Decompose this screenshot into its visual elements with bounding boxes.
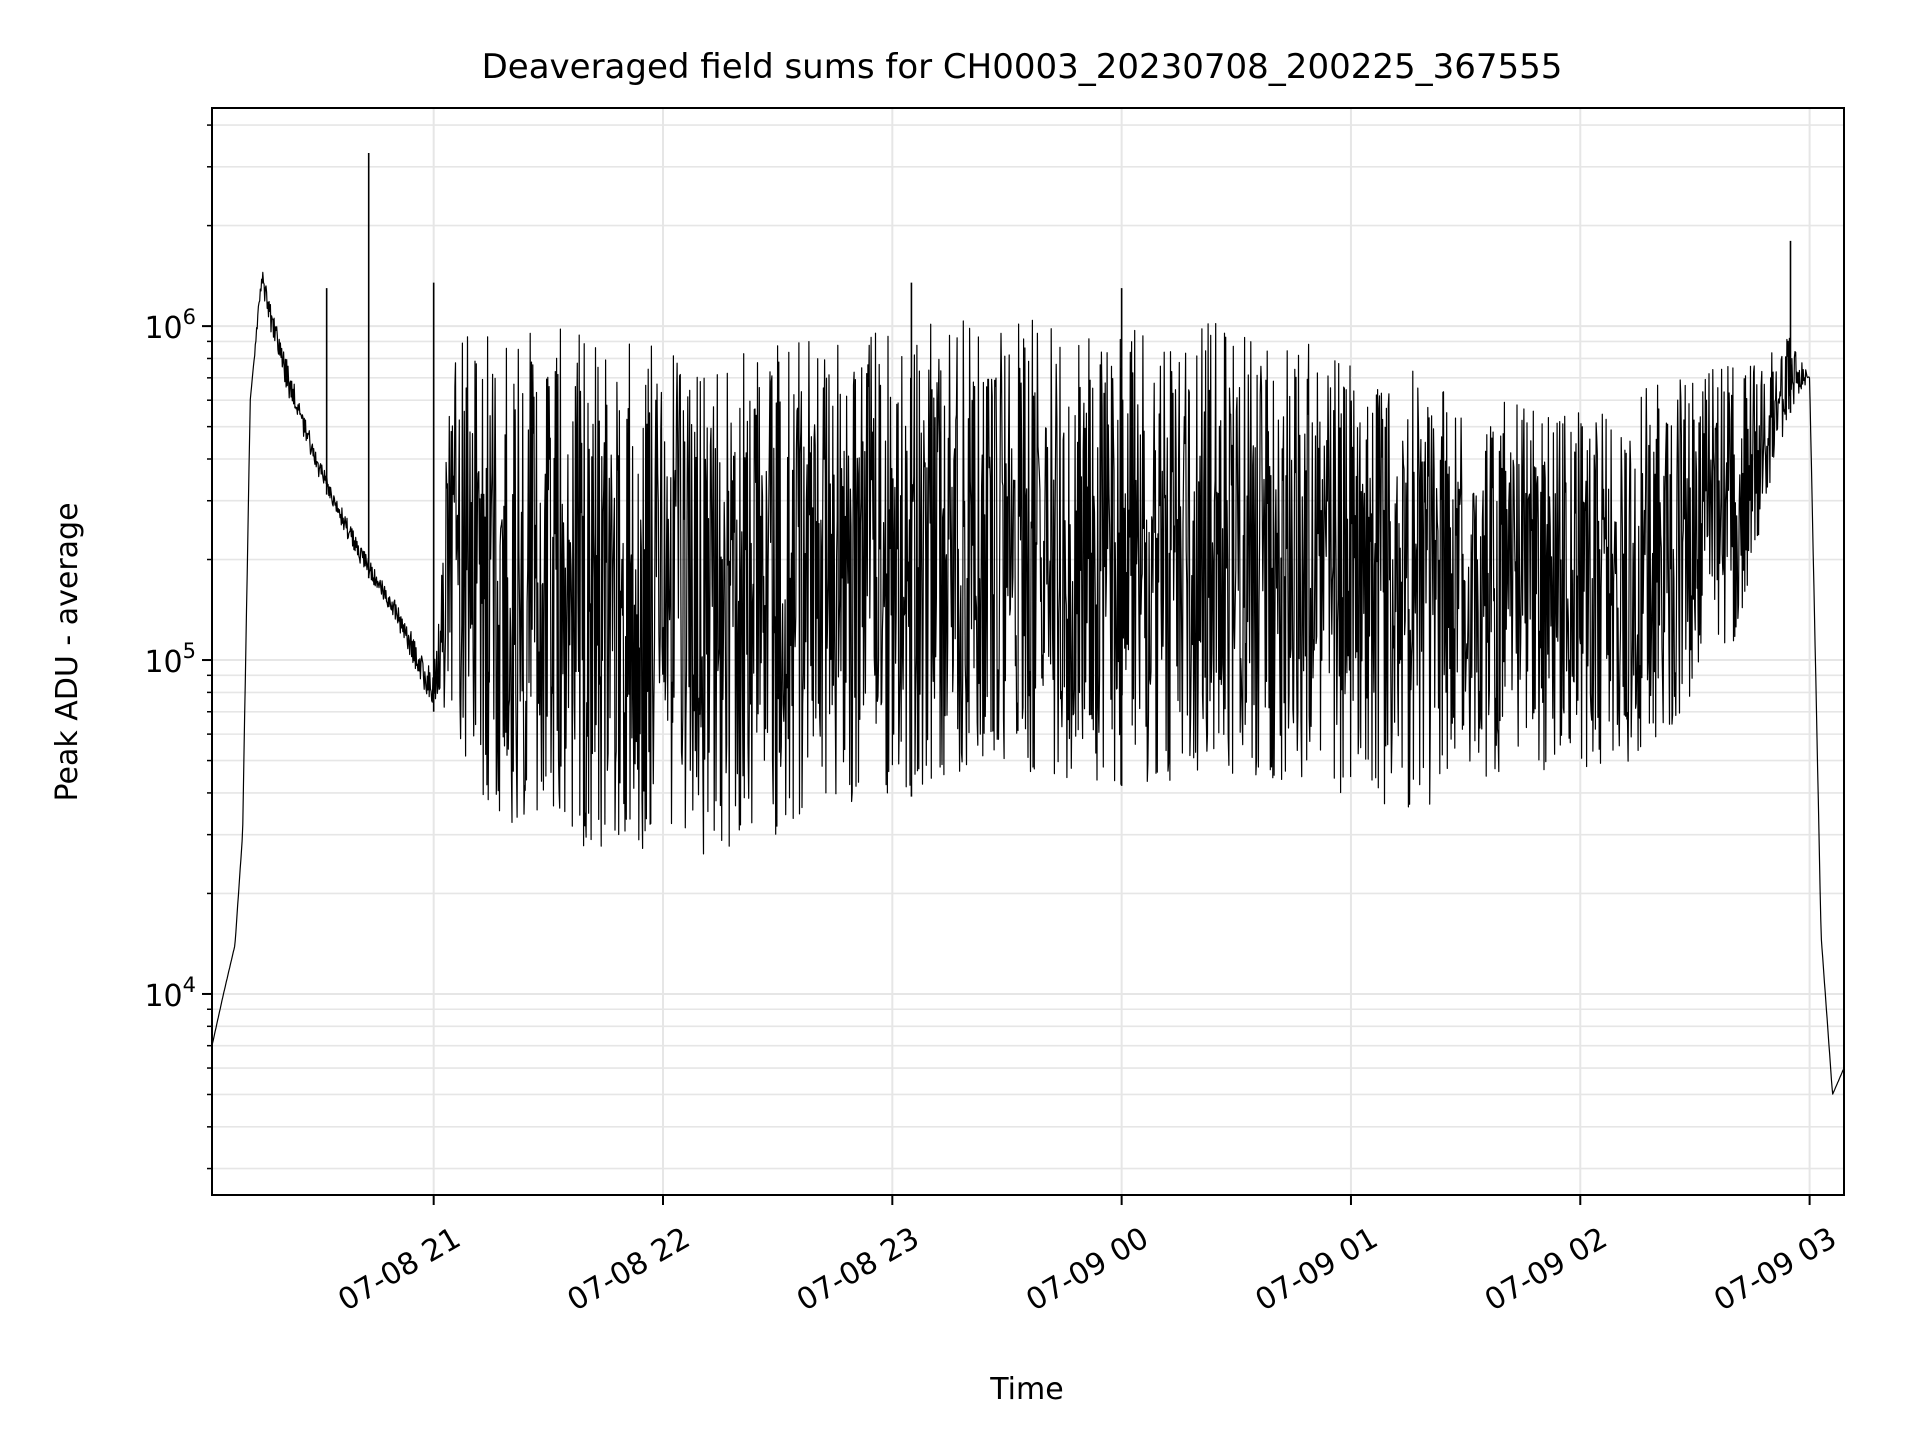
y-axis: 104 105 106 [144, 124, 212, 1170]
y-tick-label: 104 [144, 973, 196, 1014]
x-tick-label: 07-08 22 [562, 1221, 696, 1319]
plot-frame [211, 107, 1845, 1196]
x-tick-label: 07-08 23 [791, 1221, 925, 1319]
x-tick-label: 07-09 01 [1250, 1221, 1384, 1319]
y-axis-label: Peak ADU - average [50, 502, 85, 801]
series-trace [211, 271, 1845, 1095]
x-axis: 07-08 21 07-08 22 07-08 23 07-09 00 07-09 01… [332, 1195, 1843, 1319]
y-tick-label: 105 [144, 639, 196, 680]
x-tick-label: 07-09 02 [1479, 1221, 1613, 1319]
chart-title: Deaveraged field sums for CH0003_2023070… [482, 47, 1563, 87]
x-axis-label: Time [989, 1372, 1063, 1407]
x-tick-label: 07-08 21 [332, 1221, 466, 1319]
series-line [211, 152, 1845, 1095]
y-tick-label: 106 [144, 305, 196, 346]
x-tick-label: 07-09 00 [1020, 1221, 1154, 1319]
x-tick-label: 07-09 03 [1708, 1221, 1842, 1319]
